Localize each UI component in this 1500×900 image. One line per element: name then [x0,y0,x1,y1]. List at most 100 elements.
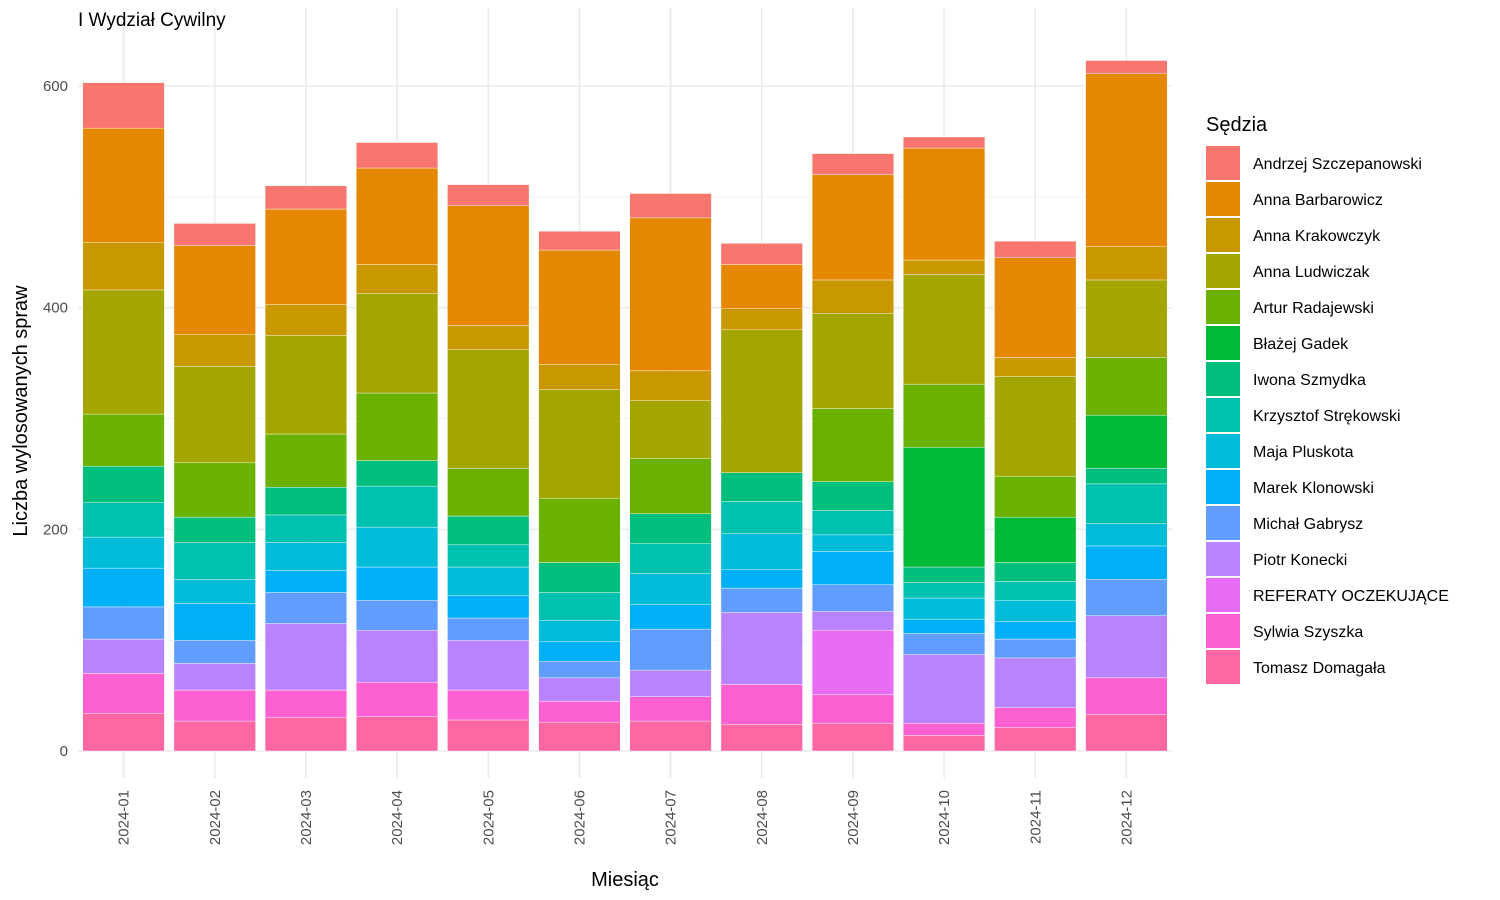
bar-segment [994,621,1077,640]
bar-segment [811,174,894,281]
bar-segment [82,536,165,569]
bar-segment [173,663,256,691]
bar-segment [538,721,621,752]
bar-segment [538,389,621,499]
x-tick-label: 2024-09 [845,790,862,845]
legend-swatch [1206,362,1240,396]
x-tick-label: 2024-04 [389,790,406,845]
legend-label: Krzysztof Strękowski [1253,408,1401,425]
bar-segment [903,633,986,655]
chart-title: I Wydział Cywilny [78,10,226,31]
bar-segment [1085,60,1168,75]
bar-segment [994,657,1077,708]
bar-segment [264,433,347,488]
bar-segment [994,376,1077,477]
bar-segment [720,569,803,589]
bar-segment [811,629,894,695]
bar-segment [629,370,712,401]
bar-segment [264,689,347,718]
bar-segment [538,641,621,662]
bar-segment [629,720,712,752]
legend-label: Tomasz Domagała [1253,660,1386,677]
bar-segment [994,727,1077,752]
y-tick-label: 600 [43,78,68,95]
bar-segment [173,689,256,722]
bar-segment [447,468,530,517]
bar-segment [1085,677,1168,715]
bar-segment [629,458,712,515]
legend-title: Sędzia [1206,114,1268,136]
bar-segment [447,689,530,721]
bar-segment [264,304,347,336]
bar-segment [173,516,256,543]
bar-segment [903,136,986,149]
legend-label: Marek Klonowski [1253,480,1374,497]
bar-segment [811,313,894,409]
bar-segment [1085,483,1168,524]
legend-swatch [1206,470,1240,504]
legend-swatch [1206,614,1240,648]
bar-segment [447,325,530,350]
bar-segment [720,501,803,534]
bar-segment [447,349,530,469]
bar-segment [173,462,256,518]
bar-segment [173,603,256,641]
bar-segment [811,551,894,585]
bar-segment [447,617,530,641]
bar-segment [356,566,439,601]
bar-segment [82,606,165,640]
bar-segment [720,612,803,685]
bar-segment [447,205,530,326]
legend-label: Michał Gabrysz [1253,516,1363,533]
bar-segment [173,579,256,604]
bar-segment [264,185,347,210]
legend-swatch [1206,650,1240,684]
bar-segment [811,153,894,175]
bar-segment [903,274,986,385]
bar-segment [82,413,165,467]
legend-swatch [1206,290,1240,324]
bar-segment [811,723,894,752]
bar-segment [356,526,439,568]
bar-segment [1085,357,1168,416]
bar-segment [720,533,803,570]
bar-segment [173,542,256,580]
legend-label: REFERATY OCZEKUJĄCE [1253,588,1449,605]
legend-label: Piotr Konecki [1253,552,1347,569]
bar-segment [994,475,1077,518]
bar-segment [447,184,530,206]
bar-segment [356,167,439,265]
bar-segment [903,566,986,583]
x-axis-title: Miesiąc [591,869,659,891]
bar-segment [356,600,439,631]
x-tick-label: 2024-12 [1118,790,1135,845]
bar-segment [538,363,621,390]
bar-segment [356,293,439,394]
bar-segment [538,620,621,642]
x-axis: 2024-01 2024-02 2024-03 2024-04 2024-05 2024-… [116,790,1136,845]
legend-swatch [1206,578,1240,612]
x-tick-label: 2024-10 [936,790,953,845]
bar-segment [82,289,165,415]
bar-segment [994,707,1077,728]
bar-segment [720,472,803,502]
bar-segment [538,661,621,679]
bar-segment [356,264,439,294]
bars [82,60,1168,752]
bar-segment [356,460,439,487]
bar-segment [356,629,439,683]
legend-swatch [1206,434,1240,468]
bar-segment [447,544,530,568]
bar-segment [903,735,986,752]
legend-swatch [1206,218,1240,252]
bar-segment [1085,414,1168,469]
y-tick-label: 200 [43,521,68,538]
legend-label: Iwona Szmydka [1253,372,1366,389]
bar-segment [903,618,986,634]
bar-segment [903,582,986,599]
bar-segment [538,677,621,702]
bar-segment [82,567,165,608]
bar-segment [629,669,712,697]
bar-segment [82,242,165,291]
